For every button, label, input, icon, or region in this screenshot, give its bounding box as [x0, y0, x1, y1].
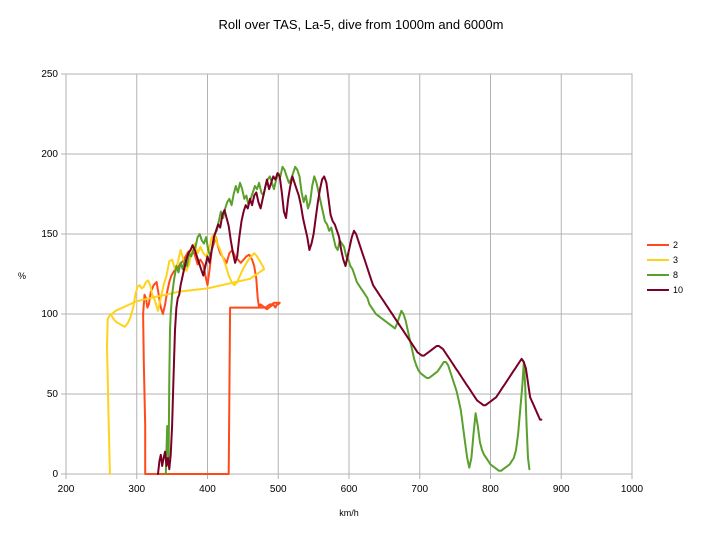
legend-label-2: 2	[673, 240, 678, 250]
legend-label-10: 10	[673, 285, 683, 295]
legend: 2 3 8 10	[647, 240, 683, 295]
x-tick-label: 700	[411, 484, 428, 495]
x-tick-label: 600	[341, 484, 358, 495]
legend-label-3: 3	[673, 255, 678, 265]
y-tick-label: 200	[41, 149, 58, 160]
y-tick-label: 250	[41, 69, 58, 80]
legend-label-8: 8	[673, 270, 678, 280]
series-line-8	[164, 165, 531, 475]
y-axis-label: %	[18, 271, 26, 281]
axes: 0 50 100 150 200 250 200 300 400 500 600 700 800 900 1…	[41, 69, 643, 495]
gridlines	[65, 73, 633, 475]
chart-title: Roll over TAS, La-5, dive from 1000m and…	[219, 17, 504, 32]
x-axis-label: km/h	[339, 508, 359, 518]
x-tick-label: 300	[128, 484, 145, 495]
x-tick-label: 1000	[621, 484, 644, 495]
y-tick-label: 100	[41, 309, 58, 320]
x-tick-label: 500	[270, 484, 287, 495]
y-tick-label: 50	[47, 389, 59, 400]
series-line-2	[142, 236, 281, 475]
x-tick-label: 900	[553, 484, 570, 495]
x-tick-label: 400	[199, 484, 216, 495]
series-line-10	[157, 172, 543, 475]
series-line-3	[106, 233, 266, 475]
x-tick-label: 800	[482, 484, 499, 495]
y-tick-label: 0	[52, 469, 58, 480]
x-tick-label: 200	[58, 484, 75, 495]
series-lines	[106, 165, 543, 475]
y-tick-label: 150	[41, 229, 58, 240]
